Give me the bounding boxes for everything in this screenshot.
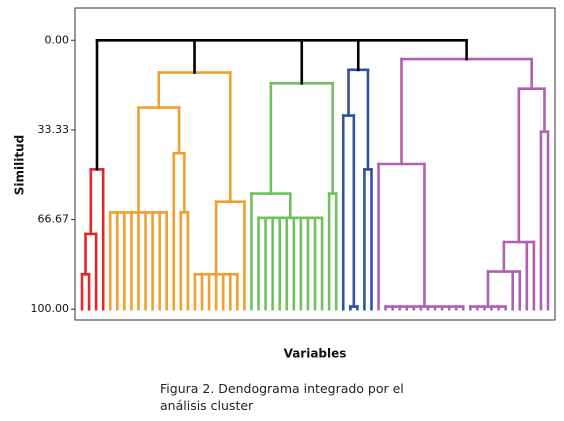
x-axis-label: Variables (284, 347, 347, 361)
y-axis-label: Similitud (13, 135, 27, 195)
caption: Figura 2. Dendograma integrado por el an… (160, 381, 404, 413)
plot-frame (74, 7, 556, 321)
y-tick-label: 66.67 (38, 213, 70, 226)
y-tick-label: 0.00 (45, 33, 70, 46)
chart: Similitud Variables 0.00 33.33 66.67 100.00 (13, 7, 556, 361)
y-tick-label: 100.00 (31, 302, 70, 315)
y-tick-label: 33.33 (38, 123, 70, 136)
